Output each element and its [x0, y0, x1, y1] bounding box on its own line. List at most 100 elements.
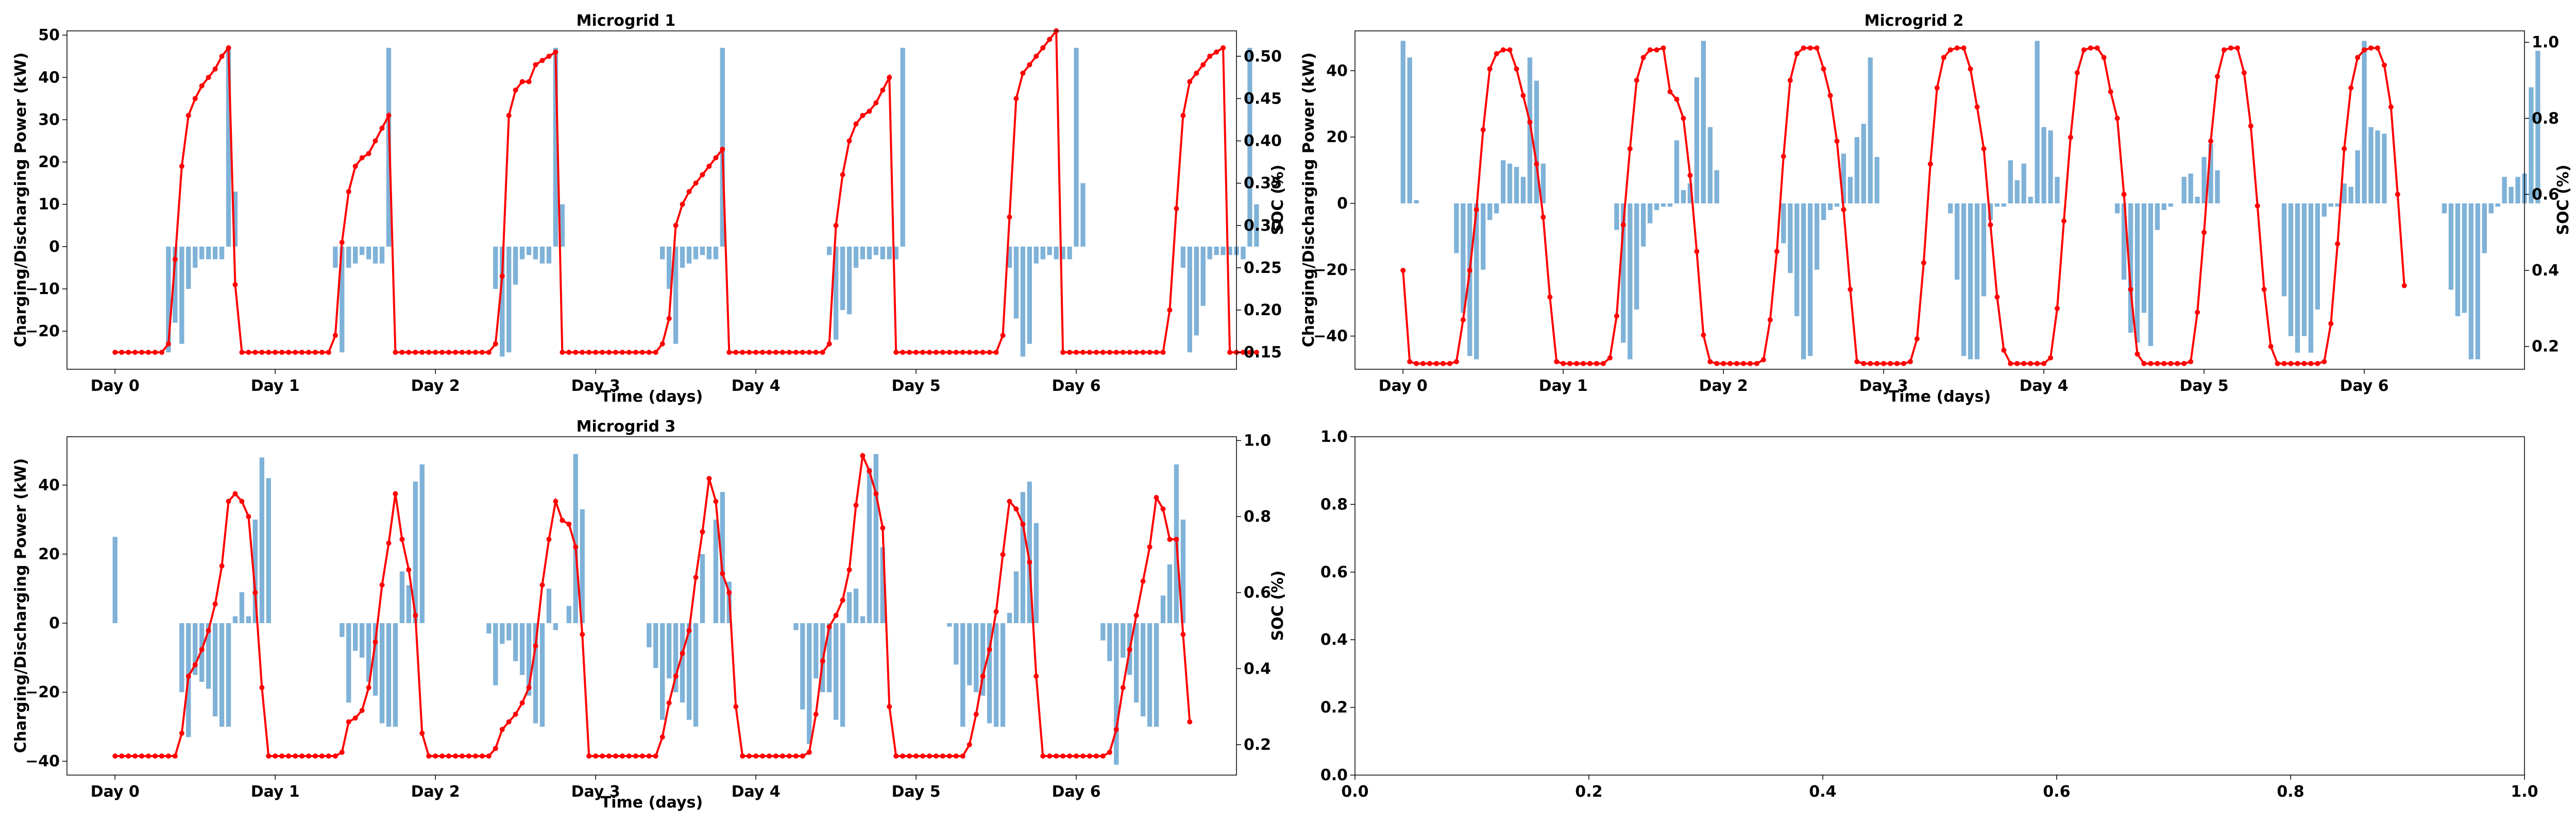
power-bar	[2462, 203, 2467, 313]
soc-point	[2381, 62, 2387, 68]
soc-point	[533, 643, 538, 649]
soc-point	[119, 350, 125, 355]
soc-point	[112, 753, 118, 759]
soc-point	[1647, 47, 1653, 53]
power-bar	[1187, 246, 1192, 353]
soc-point	[2067, 134, 2073, 140]
power-bar	[2141, 203, 2147, 313]
x-tick-label: Day 1	[251, 783, 300, 801]
y2-tick-label: 0.45	[1244, 90, 1282, 108]
power-bar	[1814, 203, 1820, 270]
power-bar	[974, 623, 979, 693]
soc-point	[2195, 310, 2200, 315]
x-axis-label: Time (days)	[601, 794, 703, 812]
soc-point	[1447, 360, 1452, 366]
power-bar	[660, 623, 665, 720]
soc-point	[1460, 317, 1466, 323]
soc-point	[880, 87, 886, 93]
soc-point	[1000, 552, 1006, 557]
soc-point	[2028, 360, 2033, 366]
power-bar	[954, 623, 959, 665]
soc-point	[860, 113, 866, 118]
soc-point	[139, 350, 145, 355]
soc-point	[273, 350, 278, 355]
power-bar	[706, 246, 712, 260]
soc-point	[1561, 360, 1566, 366]
power-bar	[947, 623, 952, 627]
soc-point	[1520, 93, 1526, 98]
soc-point	[1654, 47, 1659, 53]
soc-point	[2014, 360, 2020, 366]
power-bar	[1020, 492, 1026, 624]
power-bar	[553, 47, 558, 247]
soc-point	[293, 350, 298, 355]
soc-point	[619, 753, 625, 759]
y-tick-label: 10	[38, 196, 60, 214]
power-bar	[2375, 130, 2380, 203]
power-bar	[206, 623, 211, 689]
power-bar	[880, 547, 885, 624]
power-bar	[1507, 163, 1513, 203]
soc-point	[299, 753, 305, 759]
soc-point	[273, 753, 278, 759]
power-bar	[1807, 203, 1813, 356]
power-bar	[406, 585, 412, 624]
soc-point	[2021, 360, 2027, 366]
power-bar	[1040, 246, 1045, 260]
soc-point	[306, 753, 312, 759]
power-bar	[419, 464, 425, 624]
soc-point	[185, 113, 191, 118]
power-bar	[680, 246, 685, 268]
power-bar	[2134, 203, 2140, 343]
y2-tick-label: 0.4	[2532, 262, 2559, 280]
soc-point	[826, 624, 832, 630]
power-bar	[2455, 203, 2461, 316]
soc-point	[192, 96, 198, 101]
soc-point	[1781, 153, 1786, 159]
soc-point	[1494, 51, 1499, 57]
soc-point	[593, 350, 599, 355]
soc-point	[159, 350, 164, 355]
soc-point	[379, 582, 385, 588]
soc-point	[1787, 77, 1793, 83]
soc-point	[713, 155, 719, 161]
y2-tick-label: 0.15	[1244, 344, 1282, 362]
power-bar	[1027, 246, 1032, 344]
soc-point	[1027, 559, 1032, 565]
x-tick-label: Day 6	[2340, 377, 2388, 395]
soc-point	[1054, 753, 1059, 759]
soc-point	[1727, 360, 1733, 366]
soc-point	[2181, 360, 2187, 366]
x-tick-label: Day 6	[1052, 377, 1100, 395]
soc-point	[1247, 350, 1252, 355]
soc-point	[1540, 214, 1546, 220]
plot-area: Day 0 Day 1 Day 2 Day 3 Day 4 Day 5 Day 6 −20 −1…	[25, 26, 1282, 395]
soc-point	[573, 544, 579, 550]
soc-point	[1487, 66, 1493, 72]
y2-tick-label: 0.6	[1244, 584, 1271, 602]
soc-point	[946, 753, 952, 759]
power-bar	[1667, 203, 1673, 207]
power-bar	[1968, 203, 1973, 359]
soc-point	[399, 537, 405, 542]
soc-point	[853, 502, 859, 508]
soc-point	[693, 180, 699, 186]
y2-tick-label: 0.25	[1244, 259, 1282, 277]
power-bar	[1641, 203, 1646, 247]
soc-point	[933, 753, 939, 759]
y-tick-label: 0	[49, 238, 60, 256]
x-axis-label: Time (days)	[1889, 388, 1991, 406]
soc-point	[1714, 360, 1720, 366]
x-axis-label: Time (days)	[601, 388, 703, 406]
power-bar	[860, 246, 866, 260]
chart-title: Microgrid 1	[577, 12, 676, 30]
power-bar	[833, 246, 839, 340]
power-bar	[1247, 47, 1252, 247]
soc-point	[2001, 348, 2007, 353]
power-bar	[1007, 612, 1012, 624]
power-bar	[546, 246, 552, 264]
soc-point	[339, 749, 345, 755]
power-bar	[340, 623, 345, 637]
soc-point	[747, 350, 752, 355]
soc-point	[1187, 79, 1193, 84]
